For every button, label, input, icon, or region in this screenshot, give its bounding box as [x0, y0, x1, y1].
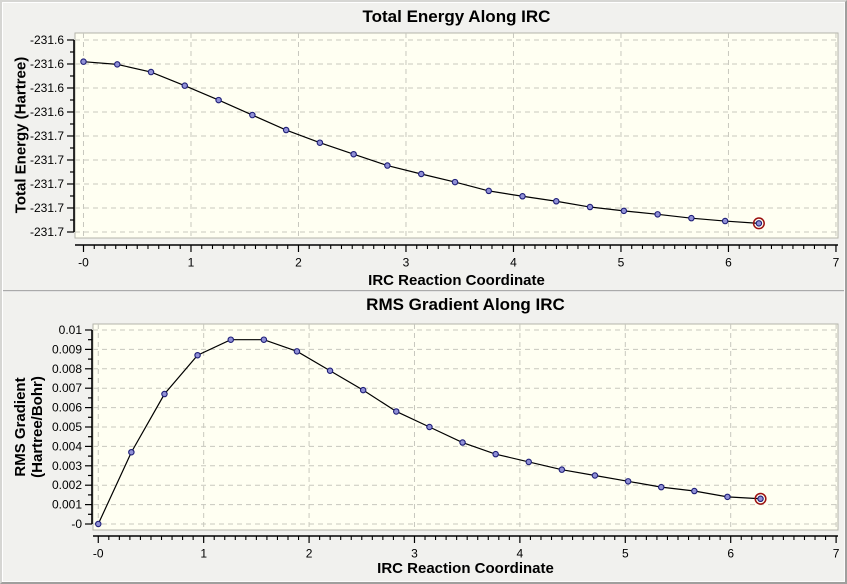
data-point[interactable] — [586, 203, 594, 211]
selection-ring — [752, 217, 765, 230]
x-tick-label: 4 — [517, 547, 524, 561]
data-point[interactable] — [620, 207, 628, 215]
data-point[interactable] — [691, 487, 698, 495]
data-point[interactable] — [95, 520, 102, 528]
x-axis-label: IRC Reaction Coordinate — [368, 272, 545, 289]
y-axis-label-line: RMS Gradient — [12, 377, 29, 477]
y-axis-label: RMS Gradient (Hartree/Bohr) — [12, 376, 46, 478]
y-tick-label: 0.008 — [52, 362, 82, 376]
x-tick-label: 5 — [618, 256, 625, 270]
y-axis-label: Total Energy (Hartree) — [13, 57, 30, 213]
selection-ring — [754, 492, 767, 505]
y-tick-label: 0.007 — [52, 381, 82, 395]
data-point[interactable] — [553, 198, 560, 205]
x-tick-label: 6 — [725, 256, 732, 270]
rms-gradient-chart-panel: 0.01 0.009 0.008 0.007 0.006 0.005 0.004 0.003 0… — [0, 292, 847, 584]
data-point[interactable] — [624, 478, 632, 485]
y-tick-label: -231.7 — [30, 201, 64, 215]
x-tick-label: 3 — [411, 547, 418, 561]
selected-data-point[interactable] — [757, 495, 764, 503]
y-tick-label: 0.009 — [52, 342, 82, 356]
data-point[interactable] — [316, 139, 324, 146]
y-tick-label: 0.003 — [52, 459, 82, 473]
data-point[interactable] — [215, 96, 222, 104]
data-point[interactable] — [293, 348, 301, 355]
data-point[interactable] — [654, 211, 661, 218]
x-tick-label: 2 — [306, 547, 313, 561]
data-point[interactable] — [249, 111, 256, 119]
data-point[interactable] — [519, 193, 526, 200]
y-tick-label: -0 — [71, 517, 82, 531]
x-axis-label: IRC Reaction Coordinate — [377, 560, 554, 577]
y-tick-label: -231.7 — [30, 177, 64, 191]
data-point[interactable] — [485, 187, 492, 195]
x-tick-label: -0 — [93, 547, 104, 561]
chart-title: Total Energy Along IRC — [362, 7, 551, 26]
x-tick-label: 1 — [188, 256, 195, 270]
data-point[interactable] — [282, 126, 290, 134]
y-tick-label: 0.01 — [59, 323, 83, 337]
data-point[interactable] — [326, 367, 334, 374]
panel-divider — [0, 290, 847, 292]
data-point[interactable] — [525, 458, 532, 466]
y-tick-label: -231.7 — [30, 225, 64, 239]
data-point[interactable] — [392, 408, 400, 415]
x-tick-label: 5 — [622, 547, 629, 561]
y-tick-label: 0.004 — [52, 439, 82, 453]
data-point[interactable] — [657, 483, 665, 491]
y-tick-label: 0.001 — [52, 498, 82, 512]
y-tick-label: -231.6 — [30, 33, 64, 47]
data-point[interactable] — [350, 150, 357, 158]
y-tick-label: 0.006 — [52, 401, 82, 415]
data-point[interactable] — [688, 214, 695, 222]
x-tick-label: 3 — [403, 256, 410, 270]
chart-title: RMS Gradient Along IRC — [366, 295, 565, 314]
x-tick-label: 1 — [200, 547, 207, 561]
total-energy-chart-panel: -231.6 -231.6 -231.6 -231.6 -231.7 -231.7 -231… — [0, 0, 847, 290]
data-point[interactable] — [194, 351, 201, 359]
data-point[interactable] — [80, 58, 87, 65]
data-point[interactable] — [260, 336, 268, 343]
x-tick-label: 2 — [295, 256, 302, 270]
data-point[interactable] — [417, 170, 425, 178]
data-point[interactable] — [161, 390, 168, 398]
y-axis-label-line: Total Energy (Hartree) — [12, 56, 30, 214]
y-tick-label: -231.6 — [30, 81, 64, 95]
data-point[interactable] — [721, 217, 729, 225]
data-point[interactable] — [113, 61, 121, 68]
total-energy-plot-canvas[interactable]: -231.6 -231.6 -231.6 -231.6 -231.7 -231.7 -231… — [0, 0, 847, 290]
y-tick-label: -231.6 — [30, 57, 64, 71]
y-tick-label: -231.6 — [30, 105, 64, 119]
y-axis-label-line: (Hartree/Bohr) — [29, 376, 46, 478]
y-tick-label: 0.005 — [52, 420, 82, 434]
data-point[interactable] — [384, 162, 391, 169]
x-tick-label: 4 — [510, 256, 517, 270]
selected-data-point[interactable] — [755, 220, 763, 227]
x-tick-label: 7 — [833, 256, 840, 270]
data-point[interactable] — [181, 82, 189, 89]
rms-gradient-plot-canvas[interactable]: 0.01 0.009 0.008 0.007 0.006 0.005 0.004 0.003 0… — [0, 292, 847, 584]
data-point[interactable] — [558, 466, 566, 473]
y-tick-label: -231.7 — [30, 153, 64, 167]
y-tick-label: -231.7 — [30, 129, 64, 143]
data-point[interactable] — [591, 472, 599, 479]
data-point[interactable] — [426, 423, 433, 431]
data-point[interactable] — [359, 386, 367, 394]
data-point[interactable] — [459, 439, 466, 446]
data-point[interactable] — [492, 450, 499, 458]
x-tick-label: 7 — [833, 547, 840, 561]
data-point[interactable] — [227, 336, 235, 343]
y-tick-label: 0.002 — [52, 478, 82, 492]
data-point[interactable] — [451, 178, 459, 186]
data-point[interactable] — [724, 493, 731, 501]
x-tick-label: -0 — [78, 256, 89, 270]
data-point[interactable] — [147, 68, 155, 76]
x-tick-label: 6 — [727, 547, 734, 561]
data-point[interactable] — [128, 448, 135, 456]
